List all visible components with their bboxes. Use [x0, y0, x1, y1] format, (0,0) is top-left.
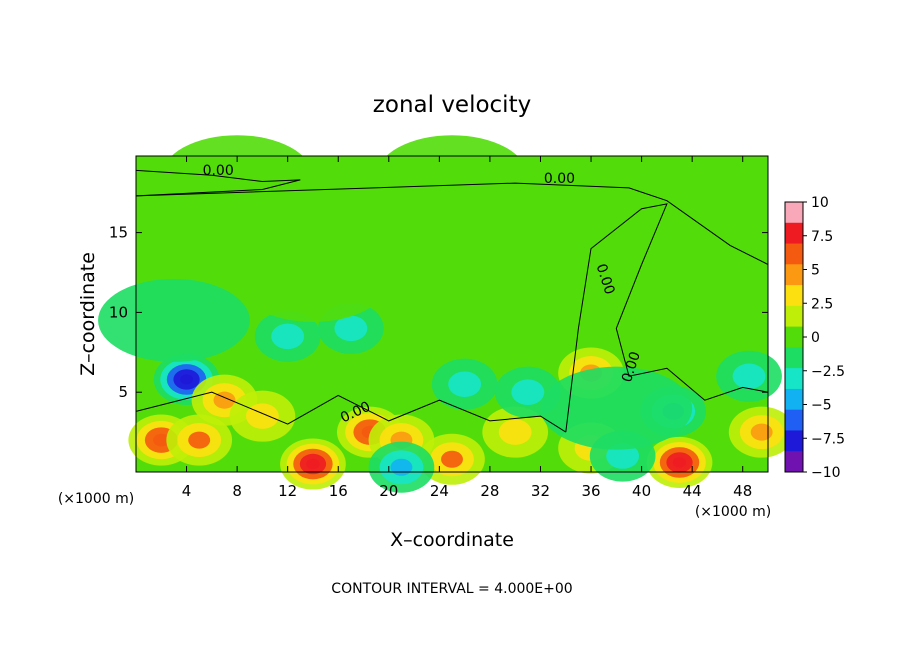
zero-contour	[565, 203, 769, 433]
velocity-level	[750, 423, 773, 441]
velocity-level	[306, 458, 320, 470]
colorbar-tick-label: 0	[811, 330, 820, 346]
x-tick-label: 40	[632, 482, 651, 500]
x-tick-label: 44	[683, 482, 702, 500]
velocity-feature	[254, 310, 321, 362]
colorbar-tick-label: −7.5	[811, 431, 845, 447]
colorbar-tick-label: 5	[811, 263, 820, 279]
x-tick-label: 24	[430, 482, 449, 500]
contour-label: 0.00	[544, 171, 575, 187]
velocity-level	[606, 443, 640, 469]
velocity-level	[245, 403, 279, 429]
velocity-level	[179, 374, 194, 385]
colorbar-tick-label: −2.5	[811, 364, 845, 380]
velocity-feature	[166, 414, 233, 466]
y-tick-label: 15	[109, 224, 128, 242]
velocity-field	[98, 135, 795, 493]
chart-title: zonal velocity	[373, 92, 531, 118]
velocity-feature	[482, 406, 549, 458]
zero-contour	[135, 169, 301, 197]
velocity-level	[161, 135, 313, 219]
x-tick-label: 28	[480, 482, 499, 500]
x-axis: 4 8 12 16 20 24 28 32 36 40 44 48	[182, 156, 752, 500]
x-tick-label: 20	[379, 482, 398, 500]
x-tick-label: 12	[278, 482, 297, 500]
velocity-feature	[237, 238, 389, 322]
velocity-feature	[646, 436, 713, 488]
plot-area: 0.00 0.000.000.000.00	[98, 135, 795, 493]
velocity-feature	[229, 390, 296, 442]
colorbar-swatch	[785, 202, 803, 224]
x-tick-label: 8	[232, 482, 242, 500]
colorbar-tick-label: 2.5	[811, 296, 833, 312]
velocity-level	[540, 366, 693, 450]
y-axis: 5 10 15	[109, 224, 768, 401]
velocity-level	[448, 371, 482, 397]
y-unit-label: (×1000 m)	[58, 491, 134, 507]
colorbar-swatch	[785, 409, 803, 431]
x-tick-label: 36	[581, 482, 600, 500]
y-axis-label: Z–coordinate	[77, 252, 99, 376]
colorbar-swatch	[785, 305, 803, 328]
colorbar-tick-label: −5	[811, 398, 832, 414]
colorbar-swatch	[785, 368, 803, 390]
velocity-feature	[368, 441, 435, 493]
x-tick-label: 16	[329, 482, 348, 500]
contour-label: 0.00	[203, 163, 234, 179]
velocity-level	[334, 315, 368, 342]
velocity-feature	[280, 438, 346, 490]
y-tick-label: 5	[118, 383, 128, 401]
colorbar-tick-label: −10	[811, 465, 841, 481]
zero-contour	[135, 391, 567, 433]
velocity-level	[732, 363, 766, 390]
velocity-level	[511, 379, 545, 405]
colorbar-swatch	[785, 264, 803, 286]
velocity-level	[672, 457, 687, 468]
colorbar-swatch	[785, 347, 803, 369]
velocity-level	[271, 323, 305, 350]
velocity-feature	[161, 135, 313, 219]
colorbar-swatch	[785, 285, 803, 307]
velocity-level	[153, 433, 170, 447]
velocity-feature	[439, 223, 592, 307]
x-axis-label: X–coordinate	[390, 529, 514, 551]
x-tick-label: 4	[182, 482, 192, 500]
colorbar-swatch	[785, 388, 803, 411]
colorbar-swatch	[785, 430, 803, 452]
colorbar-swatch	[785, 326, 803, 348]
colorbar-tick-label: 7.5	[811, 229, 833, 245]
contour-interval-text: CONTOUR INTERVAL = 4.000E+00	[331, 581, 572, 597]
colorbar-swatch	[785, 243, 803, 265]
colorbar-tick-label: 10	[811, 195, 829, 211]
plot-frame	[135, 155, 769, 473]
velocity-level	[441, 450, 463, 468]
velocity-level	[376, 135, 528, 219]
y-tick-label: 10	[109, 303, 128, 321]
velocity-level	[390, 458, 413, 476]
velocity-level	[439, 223, 592, 307]
velocity-feature	[728, 406, 795, 458]
x-tick-label: 48	[733, 482, 752, 500]
colorbar-swatch	[785, 222, 803, 245]
x-unit-label: (×1000 m)	[695, 504, 771, 520]
velocity-feature	[376, 135, 528, 219]
x-tick-label: 32	[531, 482, 550, 500]
velocity-feature	[716, 350, 782, 402]
colorbar-swatch	[785, 451, 803, 473]
velocity-level	[237, 238, 389, 322]
velocity-level	[188, 431, 211, 449]
velocity-level	[498, 419, 532, 445]
velocity-level	[213, 391, 236, 409]
zero-contour	[135, 182, 769, 265]
velocity-feature	[431, 358, 498, 410]
velocity-feature	[540, 366, 693, 450]
colorbar: 10 7.5 5 2.5 0 −2.5 −5 −7.5 −10	[784, 195, 845, 481]
